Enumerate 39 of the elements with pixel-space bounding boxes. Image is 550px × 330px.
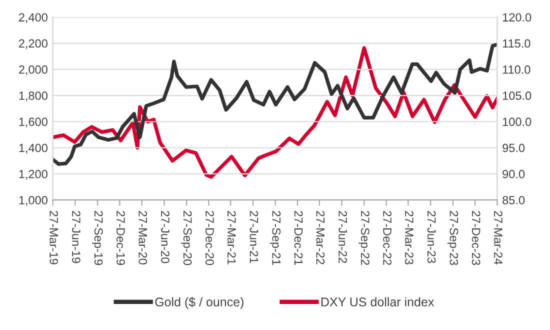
x-tick-label: 27-Mar-24 xyxy=(494,210,502,265)
x-tick-label: 27-Sep-22 xyxy=(358,210,370,265)
y-tick-label: 1,600 xyxy=(19,118,48,128)
x-tick-label: 27-Dec-19 xyxy=(116,210,125,265)
x-tick-label: 27-Dec-22 xyxy=(383,210,392,265)
y2-tick-label: 105.0 xyxy=(502,92,532,100)
legend-label: Gold ($ / ounce) xyxy=(155,297,244,309)
x-tick-label: 27-Mar-21 xyxy=(227,210,236,264)
y-tick-label: 1,200 xyxy=(19,170,48,180)
y2-tick-label: 95.0 xyxy=(502,144,525,152)
x-tick-label: 27-Jun-21 xyxy=(250,210,258,263)
y-tick-label: 1,400 xyxy=(19,144,48,154)
x-tick-label: 27-Mar-19 xyxy=(50,210,58,264)
y-tick-label: 2,200 xyxy=(18,39,48,50)
x-tick-label: 27-Sep-21 xyxy=(270,210,281,265)
y2-tick-label: 115.0 xyxy=(502,39,530,48)
x-tick-label: 27-Sep-20 xyxy=(181,210,192,266)
x-tick-label: 27-Sep-19 xyxy=(92,210,103,265)
x-tick-label: 27-Mar-22 xyxy=(316,210,325,264)
x-tick-label: 27-Jun-23 xyxy=(427,210,436,264)
x-tick-label: 27-Dec-20 xyxy=(206,210,214,266)
y2-tick-label: 110.0 xyxy=(502,65,530,74)
x-tick-label: 27-Dec-21 xyxy=(294,210,303,265)
y-tick-label: 2,000 xyxy=(18,65,48,76)
x-tick-label: 27-Jun-20 xyxy=(161,210,170,264)
x-tick-label: 27-Mar-20 xyxy=(138,210,148,264)
x-tick-label: 27-Jun-22 xyxy=(338,210,347,263)
y2-tick-label: 100.0 xyxy=(502,118,532,126)
x-tick-label: 27-Sep-23 xyxy=(447,210,458,266)
y2-tick-label: 85.0 xyxy=(502,196,525,204)
x-tick-label: 27-Mar-23 xyxy=(405,210,414,264)
y-tick-label: 1,800 xyxy=(19,92,48,102)
y2-tick-label: 120.0 xyxy=(502,13,532,22)
y-tick-label: 1,000 xyxy=(19,196,48,206)
y2-tick-label: 90.0 xyxy=(502,170,525,178)
y-tick-label: 2,400 xyxy=(18,13,48,23)
legend-label: DXY US dollar index xyxy=(321,297,434,306)
x-tick-label: 27-Dec-23 xyxy=(472,210,480,265)
x-tick-label: 27-Jun-19 xyxy=(72,210,80,263)
